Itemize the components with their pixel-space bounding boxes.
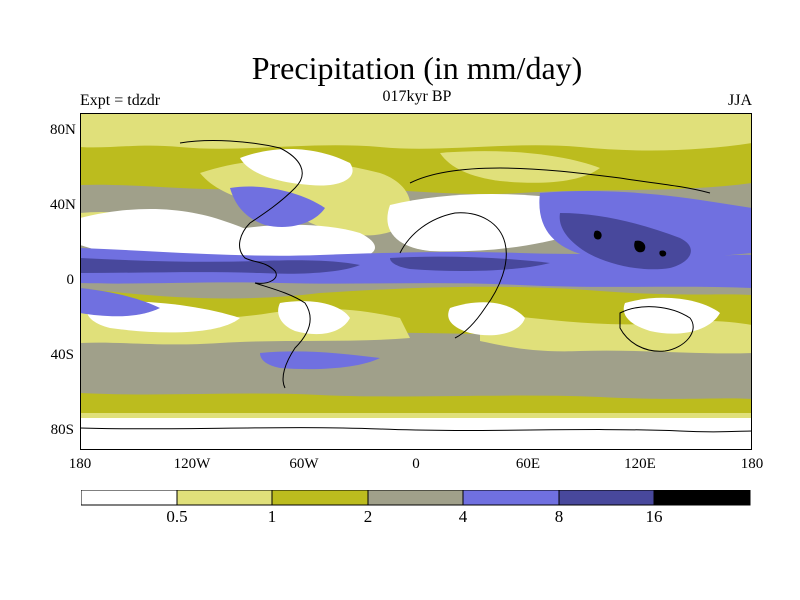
lon-label-0: 0 bbox=[412, 456, 420, 472]
field-heaviest bbox=[593, 230, 667, 257]
precipitation-map bbox=[80, 113, 752, 450]
lon-label-120e: 120E bbox=[624, 456, 656, 472]
colorbar-level-0-5: 0.5 bbox=[166, 507, 188, 526]
colorbar-bin-1 bbox=[81, 490, 178, 506]
colorbar-bin-2 bbox=[176, 490, 273, 506]
colorbar-level-16: 16 bbox=[645, 507, 663, 526]
experiment-label: Expt = tdzdr bbox=[80, 92, 161, 109]
lat-label-40n: 40N bbox=[50, 197, 76, 213]
colorbar-level-1: 1 bbox=[267, 507, 277, 526]
lat-label-80s: 80S bbox=[50, 422, 74, 438]
map-frame bbox=[80, 113, 752, 450]
lat-label-40s: 40S bbox=[50, 347, 74, 363]
colorbar bbox=[81, 490, 751, 506]
lon-label-180w: 180 bbox=[68, 456, 92, 472]
lon-label-120w: 120W bbox=[173, 456, 211, 472]
lon-label-180e: 180 bbox=[740, 456, 764, 472]
colorbar-level-4: 4 bbox=[458, 507, 468, 526]
lat-label-0: 0 bbox=[66, 272, 75, 288]
lat-label-80n: 80N bbox=[50, 122, 76, 138]
colorbar-bin-6 bbox=[558, 490, 655, 506]
lon-label-60w: 60W bbox=[289, 456, 319, 472]
lon-label-60e: 60E bbox=[515, 456, 541, 472]
plot-title: Precipitation (in mm/day) bbox=[251, 50, 583, 86]
colorbar-bin-5 bbox=[462, 490, 560, 506]
colorbar-bin-4 bbox=[367, 490, 464, 506]
colorbar-level-8: 8 bbox=[554, 507, 564, 526]
colorbar-level-2: 2 bbox=[363, 507, 373, 526]
season-label: JJA bbox=[727, 92, 752, 109]
colorbar-bin-3 bbox=[271, 490, 369, 506]
colorbar-bin-7 bbox=[653, 490, 751, 506]
coastlines bbox=[80, 140, 752, 433]
field-wet-darkblue bbox=[80, 213, 691, 274]
period-label: 017kyr BP bbox=[382, 88, 452, 105]
